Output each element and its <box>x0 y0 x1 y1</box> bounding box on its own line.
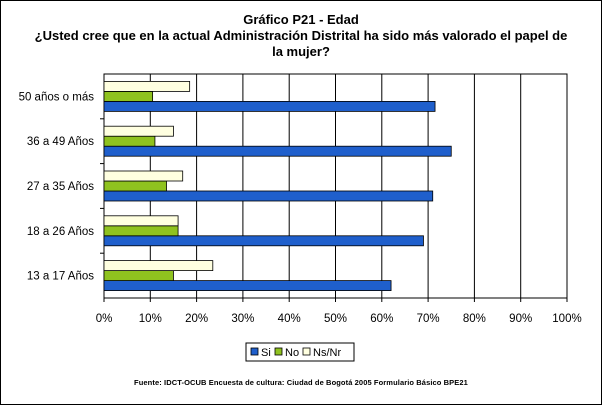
category-label: 27 a 35 Años <box>27 181 94 193</box>
bar-ns-nr <box>103 81 191 92</box>
bar-no <box>103 180 167 192</box>
chart-title: Gráfico P21 - Edad <box>243 12 359 27</box>
bar-no <box>103 135 156 147</box>
bar-si <box>103 190 434 202</box>
bar-si <box>103 145 452 157</box>
category-label: 36 a 49 Años <box>27 136 94 148</box>
x-tick-label: 40% <box>278 313 301 325</box>
x-tick-label: 70% <box>417 313 440 325</box>
legend-label: Ns/Nr <box>313 347 341 359</box>
bar-ns-nr <box>103 125 174 137</box>
legend-box <box>245 342 355 362</box>
bar-no <box>103 225 179 237</box>
legend-label: Si <box>261 347 271 359</box>
x-tick-label: 30% <box>231 313 254 325</box>
category-label: 18 a 26 Años <box>27 226 94 238</box>
x-tick-label: 20% <box>185 313 208 325</box>
legend-swatch <box>302 347 311 356</box>
x-tick-label: 100% <box>552 313 581 325</box>
category-label: 13 a 17 Años <box>27 271 94 283</box>
x-tick-label: 60% <box>370 313 393 325</box>
bar-si <box>103 101 436 112</box>
chart-subtitle: ¿Usted cree que en la actual Administrac… <box>34 28 568 59</box>
legend-swatch <box>274 347 283 356</box>
x-tick-label: 90% <box>509 313 532 325</box>
x-tick-label: 10% <box>139 313 162 325</box>
bar-ns-nr <box>103 215 179 227</box>
source-note: Fuente: IDCT-OCUB Encuesta de cultura: C… <box>134 378 468 387</box>
bar-ns-nr <box>103 260 214 272</box>
x-tick-label: 80% <box>463 313 486 325</box>
bar-no <box>103 91 154 102</box>
bar-si <box>103 280 392 292</box>
bar-ns-nr <box>103 170 184 182</box>
category-label: 50 años o más <box>19 91 95 103</box>
legend-swatch <box>250 347 259 356</box>
bar-si <box>103 235 424 247</box>
bar-no <box>103 270 174 282</box>
x-tick-label: 0% <box>96 313 113 325</box>
legend-label: No <box>285 347 299 359</box>
x-tick-label: 50% <box>324 313 347 325</box>
